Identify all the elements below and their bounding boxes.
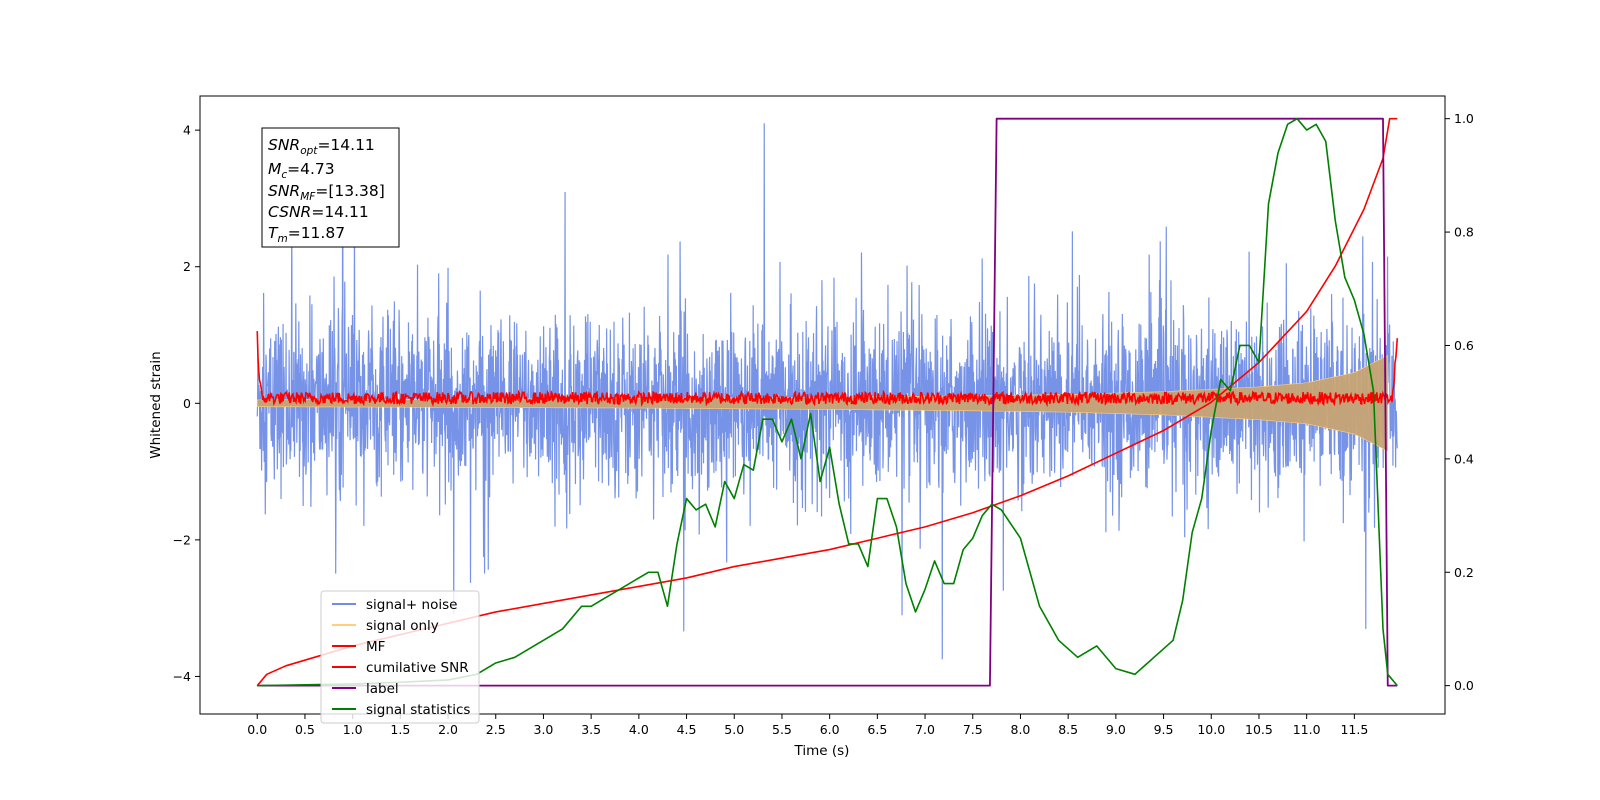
annotation-box: SNRopt=14.11 Mc=4.73 SNRMF=[13.38] CSNR=…: [261, 127, 400, 248]
y-left-tick-label: −4: [173, 669, 191, 684]
annotation-csnr: CSNR=14.11: [268, 203, 369, 221]
snr-mf-sub: MF: [300, 191, 316, 203]
annotation-frame: [261, 127, 400, 248]
snr-opt-base: SNR: [268, 136, 300, 154]
x-tick-label: 7.5: [963, 722, 983, 737]
snr-opt-sub: opt: [300, 145, 318, 157]
legend-label-label: label: [366, 681, 399, 697]
y-right-tick-label: 0.6: [1454, 338, 1474, 353]
x-tick-label: 1.0: [343, 722, 363, 737]
legend-label-signal-statistics: signal statistics: [366, 702, 470, 718]
mc-value: =4.73: [287, 160, 335, 178]
y-right-tick-label: 0.0: [1454, 678, 1474, 693]
csnr-base: CSNR: [268, 203, 311, 221]
x-tick-label: 0.5: [295, 722, 315, 737]
y-axis-label: Whitened strain: [148, 351, 164, 458]
x-tick-label: 5.5: [772, 722, 792, 737]
x-tick-label: 0.0: [247, 722, 267, 737]
annotation-mc: Mc=4.73: [268, 160, 335, 181]
x-tick-label: 4.5: [677, 722, 697, 737]
x-tick-label: 3.5: [581, 722, 601, 737]
y-right-tick-label: 1.0: [1454, 111, 1474, 126]
tm-value: =11.87: [288, 224, 345, 242]
y-right-tick-label: 0.8: [1454, 225, 1474, 240]
snr-mf-base: SNR: [268, 182, 300, 200]
legend-label-cumulative-snr: cumilative SNR: [366, 660, 469, 676]
y-right-tick-label: 0.4: [1454, 451, 1474, 466]
y-axis-right: 0.0 0.2 0.4 0.6 0.8 1.0: [1445, 111, 1474, 693]
x-tick-label: 7.0: [915, 722, 935, 737]
annotation-snr-mf: SNRMF=[13.38]: [268, 182, 385, 203]
x-axis-label: Time (s): [794, 743, 850, 759]
plot-frame: [199, 95, 1446, 715]
x-tick-label: 11.0: [1293, 722, 1321, 737]
signal-statistics-line: [257, 117, 1398, 687]
x-tick-label: 10.5: [1245, 722, 1273, 737]
legend-label-signal-only: signal only: [366, 618, 439, 634]
mf-line: [256, 331, 1399, 408]
annotation-snr-opt: SNRopt=14.11: [268, 136, 375, 157]
label-line: [257, 117, 1398, 687]
y-axis-left: −4 −2 0 2 4: [173, 123, 200, 684]
x-tick-label: 6.5: [867, 722, 887, 737]
x-tick-label: 3.0: [534, 722, 554, 737]
mc-base: M: [268, 160, 281, 178]
x-tick-label: 4.0: [629, 722, 649, 737]
mc-sub: c: [281, 169, 287, 181]
signal-noise-line: [256, 123, 1398, 660]
snr-mf-value: =[13.38]: [315, 182, 384, 200]
annotation-tm: Tm=11.87: [268, 224, 345, 245]
mf-series: [256, 331, 1399, 408]
x-tick-label: 9.0: [1106, 722, 1126, 737]
signal-noise-series: [256, 123, 1398, 660]
y-right-tick-label: 0.2: [1454, 565, 1474, 580]
legend-label-mf: MF: [366, 639, 385, 655]
y-left-tick-label: 0: [183, 396, 191, 411]
legend-label-signal-noise: signal+ noise: [366, 597, 457, 613]
y-left-tick-label: −2: [173, 532, 191, 547]
x-tick-label: 6.0: [820, 722, 840, 737]
x-tick-label: 2.5: [486, 722, 506, 737]
y-left-tick-label: 4: [183, 123, 191, 138]
x-tick-label: 8.5: [1058, 722, 1078, 737]
csnr-value: =14.11: [311, 203, 368, 221]
x-tick-label: 1.5: [390, 722, 410, 737]
x-tick-label: 5.0: [724, 722, 744, 737]
snr-opt-value: =14.11: [317, 136, 374, 154]
x-tick-label: 10.0: [1197, 722, 1225, 737]
x-tick-label: 8.0: [1011, 722, 1031, 737]
x-axis: 0.0 0.5 1.0 1.5 2.0 2.5 3.0 3.5 4.0 4.5 5.0 5.5 6.0 6…: [247, 714, 1368, 737]
y-left-tick-label: 2: [183, 259, 191, 274]
tm-sub: m: [277, 233, 287, 245]
x-tick-label: 2.0: [438, 722, 458, 737]
x-tick-label: 9.5: [1154, 722, 1174, 737]
legend: signal+ noise signal only MF cumilative …: [320, 590, 480, 724]
x-tick-label: 11.5: [1340, 722, 1368, 737]
legend-frame: [320, 590, 480, 724]
tm-base: T: [268, 224, 279, 242]
